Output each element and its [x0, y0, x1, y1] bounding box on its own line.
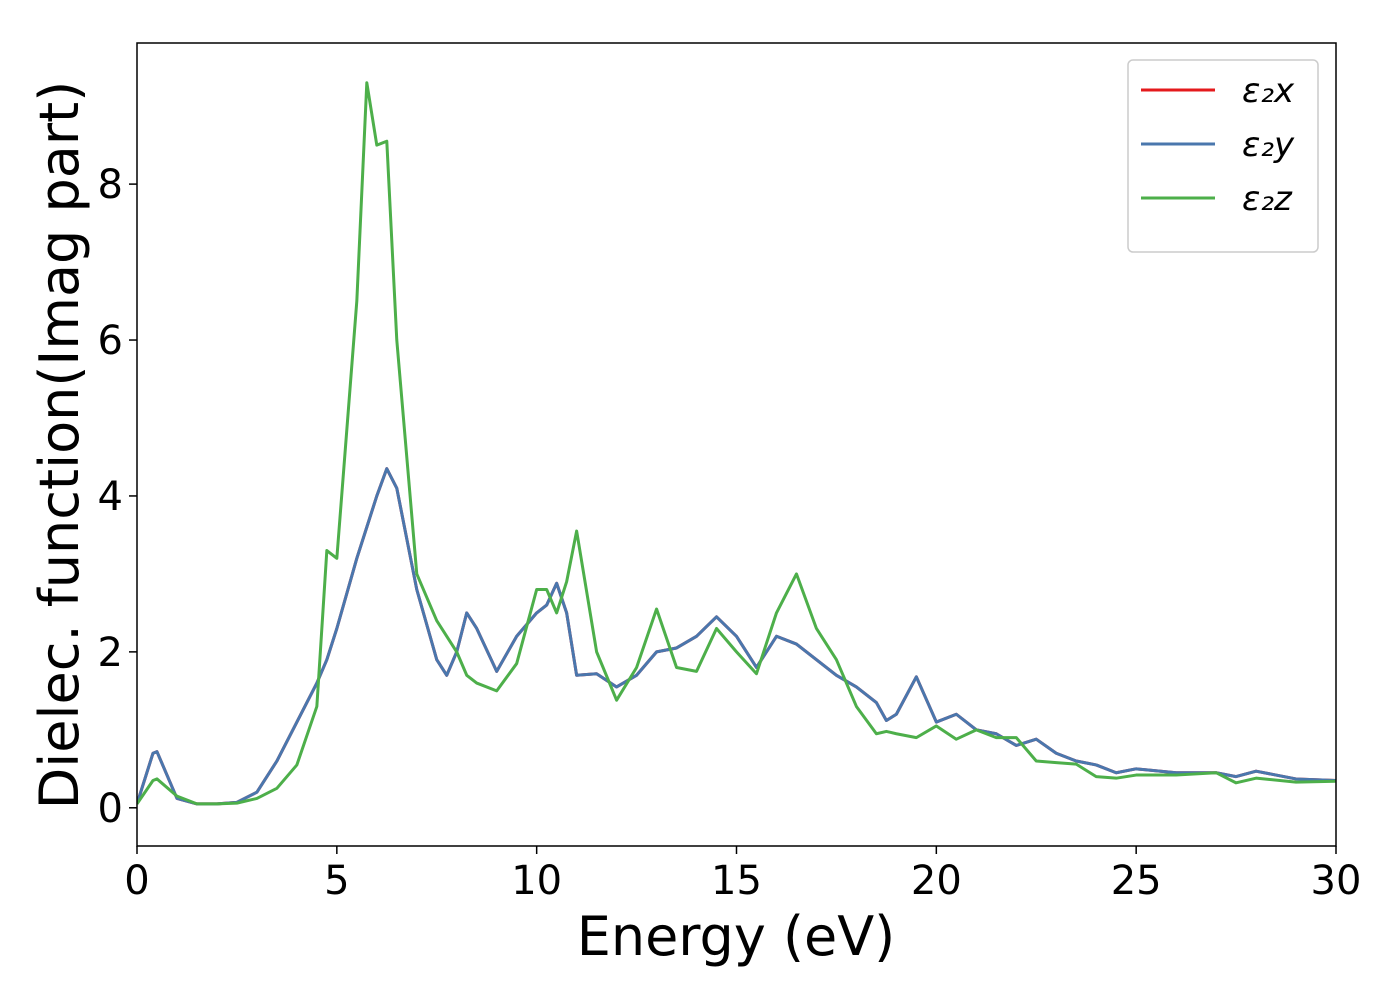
x-tick-label: 0 — [124, 858, 149, 904]
x-tick-label: 20 — [911, 858, 962, 904]
x-tick-label: 25 — [1111, 858, 1162, 904]
line-series — [137, 81, 1336, 806]
x-tick-label: 15 — [711, 858, 762, 904]
y-tick-label: 6 — [98, 318, 123, 364]
y-tick-label: 8 — [98, 162, 123, 208]
y-axis-label: Dielec. function(Imag part) — [28, 81, 91, 810]
y-tick-label: 4 — [98, 474, 123, 520]
legend-label: ε₂y — [1242, 125, 1295, 165]
plot-frame — [136, 42, 1337, 847]
legend-box — [1127, 59, 1319, 253]
y-tick-label: 0 — [98, 786, 123, 832]
x-tick-label: 30 — [1311, 858, 1362, 904]
x-tick-label: 5 — [324, 858, 349, 904]
x-axis-label: Energy (eV) — [577, 905, 896, 968]
legend-label: ε₂x — [1242, 71, 1295, 111]
x-tick-label: 10 — [511, 858, 562, 904]
legend-label: ε₂z — [1242, 179, 1293, 219]
y-tick-label: 2 — [98, 630, 123, 676]
